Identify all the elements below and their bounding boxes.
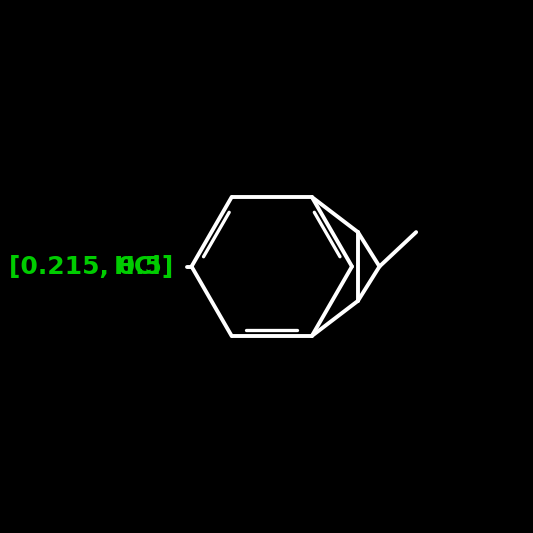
Text: HCl: HCl bbox=[114, 254, 161, 279]
Text: [0.215, 0.5]: [0.215, 0.5] bbox=[9, 254, 173, 279]
